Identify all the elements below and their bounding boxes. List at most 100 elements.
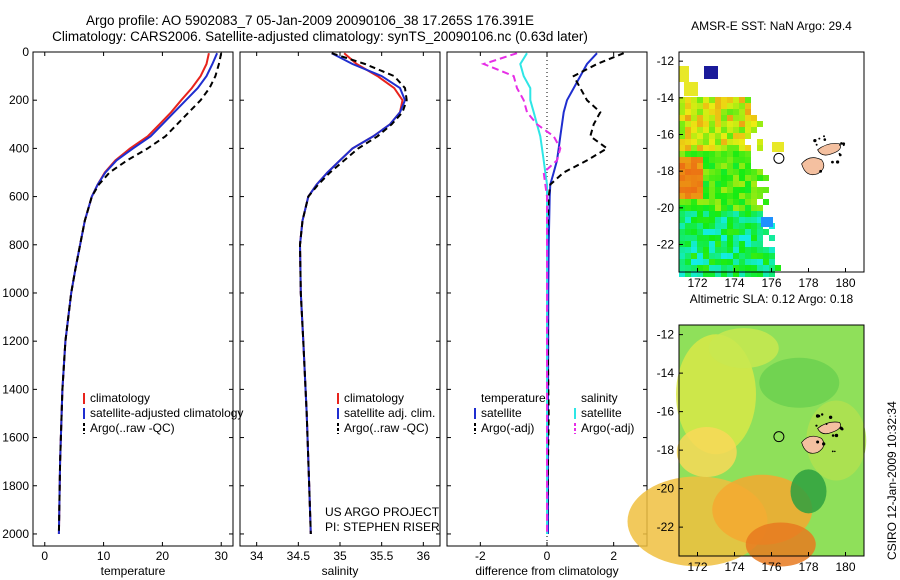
sst-cell [679,163,685,169]
sst-cell [697,259,703,265]
sst-cell [733,109,739,115]
sst-cell [679,271,685,277]
sst-cell [697,247,703,253]
sst-cell [745,187,751,193]
sst-cell [733,253,739,259]
sst-cell [703,217,709,223]
sst-cell [745,205,751,211]
sst-cell [709,247,715,253]
x-tick-label: 174 [724,276,744,290]
sst-cell [691,169,697,175]
sst-cell [685,211,691,217]
sst-cell [715,97,721,103]
sst-cell [685,109,691,115]
sst-cell [745,103,751,109]
sst-cell [739,265,745,271]
sst-cell [721,235,727,241]
sst-cell [709,109,715,115]
y-tick-label: -16 [657,405,675,419]
sst-cell [715,181,721,187]
islet [823,138,827,141]
legend-label: satellite-adjusted climatology [90,406,243,420]
sst-cell [733,133,739,139]
sst-cell [745,241,751,247]
sst-cell [745,145,751,151]
sla-blob [676,427,737,478]
sst-cell [739,235,745,241]
islet [820,413,824,416]
sst-cell [739,151,745,157]
sst-cell [745,109,751,115]
sst-cell [757,235,763,241]
y-tick-label: 1600 [2,431,29,445]
islet [831,434,835,437]
map-sst: AMSR-E SST: NaN Argo: 29.4 172 174 176 178 18… [657,19,865,290]
sst-cell [685,205,691,211]
sst-cell [763,229,769,235]
sla-blob [708,328,779,369]
x-tick-label: 174 [724,560,744,574]
sst-cell [679,193,685,199]
sst-cell [733,163,739,169]
sst-cell [697,181,703,187]
sst-cell [739,121,745,127]
sst-cell [685,247,691,253]
sst-cell [721,151,727,157]
sst-cell [733,265,739,271]
annotation-project: US ARGO PROJECT [325,505,440,519]
sst-cell [727,271,733,277]
sst-cell [763,265,769,271]
sst-cell [745,247,751,253]
x-axis-label: temperature [101,564,166,578]
sst-cell [691,223,697,229]
islet [816,440,820,444]
sst-cell [703,181,709,187]
sst-cell [721,163,727,169]
sst-cell [751,205,757,211]
sst-cell [751,241,757,247]
sst-cell [685,181,691,187]
sst-cell [703,187,709,193]
sst-cell [715,121,721,127]
x-tick-label: 176 [761,560,781,574]
sst-cell [721,181,727,187]
sst-cell [733,199,739,205]
sst-cell [703,115,709,121]
sst-cell [709,127,715,133]
sst-cell [709,145,715,151]
sst-cell [751,265,757,271]
sst-cell [751,211,757,217]
sst-cell [679,265,685,271]
sst-cell [721,223,727,229]
sst-cell [721,187,727,193]
x-axis-label: difference from climatology [475,564,618,578]
sst-cell [715,235,721,241]
sst-cell [739,115,745,121]
sst-cell [685,235,691,241]
sst-cell [761,217,773,227]
sst-cell [697,139,703,145]
sst-cell [679,139,685,145]
sst-cell [721,241,727,247]
sst-cell [757,259,763,265]
plot-frame [239,51,441,547]
legend-label: satellite adj. clim. [344,406,435,420]
islet [839,144,841,146]
sst-cell [697,151,703,157]
sst-cell [685,157,691,163]
sst-cell [691,253,697,259]
island [801,435,825,454]
sst-cell [703,211,709,217]
chart-title-line2: Climatology: CARS2006. Satellite-adjuste… [52,29,588,44]
sst-cell [757,271,763,277]
sst-cell [727,163,733,169]
sst-cell [769,259,775,265]
sst-cell [739,223,745,229]
sst-cell [697,133,703,139]
sst-cell [721,139,727,145]
chart-title-line1: Argo profile: AO 5902083_7 05-Jan-2009 2… [85,13,535,28]
sst-cell [739,109,745,115]
x-tick-label: 35.5 [370,549,394,563]
sst-cell [733,241,739,247]
